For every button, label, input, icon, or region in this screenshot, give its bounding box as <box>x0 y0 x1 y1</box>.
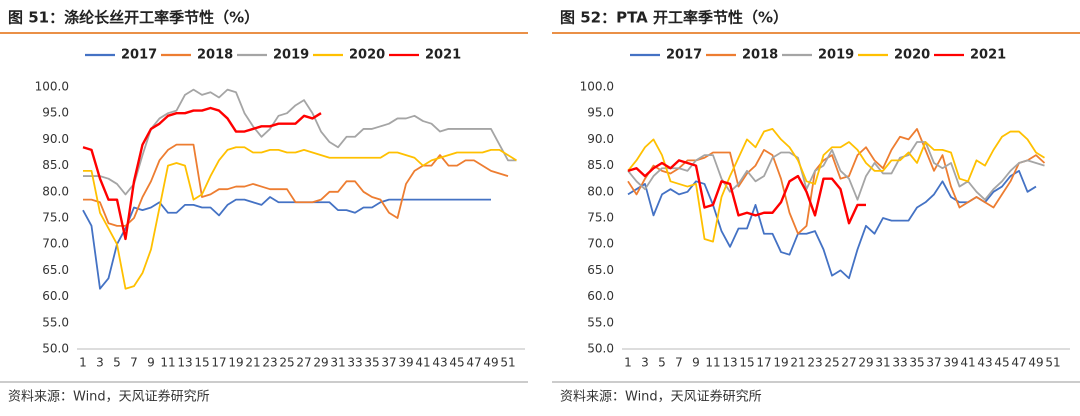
x-tick-label: 9 <box>692 356 700 370</box>
x-tick-label: 15 <box>194 356 209 370</box>
y-tick-label: 85.0 <box>42 158 69 172</box>
x-tick-label: 3 <box>96 356 104 370</box>
y-tick-label: 65.0 <box>587 263 614 277</box>
series-line <box>627 141 1045 201</box>
y-tick-label: 75.0 <box>42 211 69 225</box>
legend-label: 2018 <box>197 48 233 63</box>
x-tick-label: 9 <box>147 356 155 370</box>
series-line <box>627 128 1046 235</box>
x-tick-label: 45 <box>994 356 1009 370</box>
series-line <box>627 128 1045 243</box>
y-tick-label: 85.0 <box>587 158 614 172</box>
series-line <box>83 146 517 290</box>
series-line <box>627 159 866 225</box>
series-line <box>82 196 491 290</box>
x-tick-label: 39 <box>943 356 958 370</box>
x-tick-label: 43 <box>432 356 447 370</box>
y-tick-label: 100.0 <box>580 80 614 94</box>
x-tick-label: 13 <box>177 356 192 370</box>
x-tick-label: 21 <box>245 356 260 370</box>
legend-label: 2017 <box>121 48 157 63</box>
x-tick-label: 27 <box>296 356 311 370</box>
legend-label: 2020 <box>894 48 930 63</box>
y-tick-label: 80.0 <box>587 184 614 198</box>
source: 资料来源：Wind，天风证券研究所 <box>560 389 762 405</box>
x-tick-label: 41 <box>415 356 430 370</box>
y-tick-label: 95.0 <box>42 106 69 120</box>
x-tick-label: 51 <box>500 356 515 370</box>
x-tick-label: 35 <box>364 356 379 370</box>
x-tick-label: 43 <box>977 356 992 370</box>
y-tick-label: 75.0 <box>587 211 614 225</box>
y-tick-label: 90.0 <box>42 132 69 146</box>
x-tick-label: 1 <box>79 356 87 370</box>
x-tick-label: 25 <box>279 356 294 370</box>
y-tick-label: 70.0 <box>587 237 614 251</box>
y-tick-label: 55.0 <box>587 315 614 329</box>
x-tick-label: 47 <box>466 356 481 370</box>
y-tick-label: 65.0 <box>42 263 69 277</box>
x-tick-label: 35 <box>909 356 924 370</box>
x-tick-label: 17 <box>211 356 226 370</box>
x-tick-label: 1 <box>624 356 632 370</box>
y-tick-label: 60.0 <box>42 289 69 303</box>
x-tick-label: 15 <box>739 356 754 370</box>
x-tick-label: 17 <box>756 356 771 370</box>
x-tick-label: 23 <box>807 356 822 370</box>
x-tick-label: 47 <box>1011 356 1026 370</box>
y-tick-label: 100.0 <box>35 80 69 94</box>
x-tick-label: 33 <box>347 356 362 370</box>
x-tick-label: 33 <box>892 356 907 370</box>
x-tick-label: 13 <box>722 356 737 370</box>
y-tick-label: 90.0 <box>587 132 614 146</box>
x-tick-label: 5 <box>658 356 666 370</box>
y-tick-label: 55.0 <box>42 315 69 329</box>
chart-title: 图 51：涤纶长丝开工率季节性（%） <box>8 9 259 27</box>
x-tick-label: 11 <box>705 356 720 370</box>
x-tick-label: 49 <box>1028 356 1043 370</box>
x-tick-label: 23 <box>262 356 277 370</box>
y-tick-label: 50.0 <box>42 342 69 356</box>
y-tick-label: 95.0 <box>587 106 614 120</box>
x-tick-label: 37 <box>926 356 941 370</box>
x-tick-label: 19 <box>228 356 243 370</box>
x-tick-label: 51 <box>1045 356 1060 370</box>
legend-label: 2019 <box>818 48 854 63</box>
x-tick-label: 19 <box>773 356 788 370</box>
x-tick-label: 21 <box>790 356 805 370</box>
x-tick-label: 27 <box>841 356 856 370</box>
y-tick-label: 70.0 <box>42 237 69 251</box>
legend-label: 2020 <box>349 48 385 63</box>
legend-label: 2021 <box>970 48 1006 63</box>
y-tick-label: 50.0 <box>587 342 614 356</box>
x-tick-label: 41 <box>960 356 975 370</box>
x-tick-label: 49 <box>483 356 498 370</box>
x-tick-label: 37 <box>381 356 396 370</box>
x-tick-label: 29 <box>313 356 328 370</box>
x-tick-label: 29 <box>858 356 873 370</box>
x-tick-label: 31 <box>330 356 345 370</box>
x-tick-label: 7 <box>130 356 138 370</box>
x-tick-label: 5 <box>113 356 121 370</box>
x-tick-label: 11 <box>160 356 175 370</box>
x-tick-label: 39 <box>398 356 413 370</box>
y-tick-label: 60.0 <box>587 289 614 303</box>
legend-label: 2017 <box>666 48 702 63</box>
x-tick-label: 3 <box>641 356 649 370</box>
x-tick-label: 25 <box>824 356 839 370</box>
chart-title: 图 52：PTA 开工率季节性（%） <box>560 9 788 27</box>
legend-label: 2018 <box>742 48 778 63</box>
legend-label: 2021 <box>425 48 461 63</box>
x-tick-label: 31 <box>875 356 890 370</box>
x-tick-label: 7 <box>675 356 683 370</box>
x-tick-label: 45 <box>449 356 464 370</box>
source: 资料来源：Wind，天风证券研究所 <box>8 389 210 405</box>
legend-label: 2019 <box>273 48 309 63</box>
y-tick-label: 80.0 <box>42 184 69 198</box>
series-line <box>82 106 322 241</box>
series-line <box>83 88 517 196</box>
